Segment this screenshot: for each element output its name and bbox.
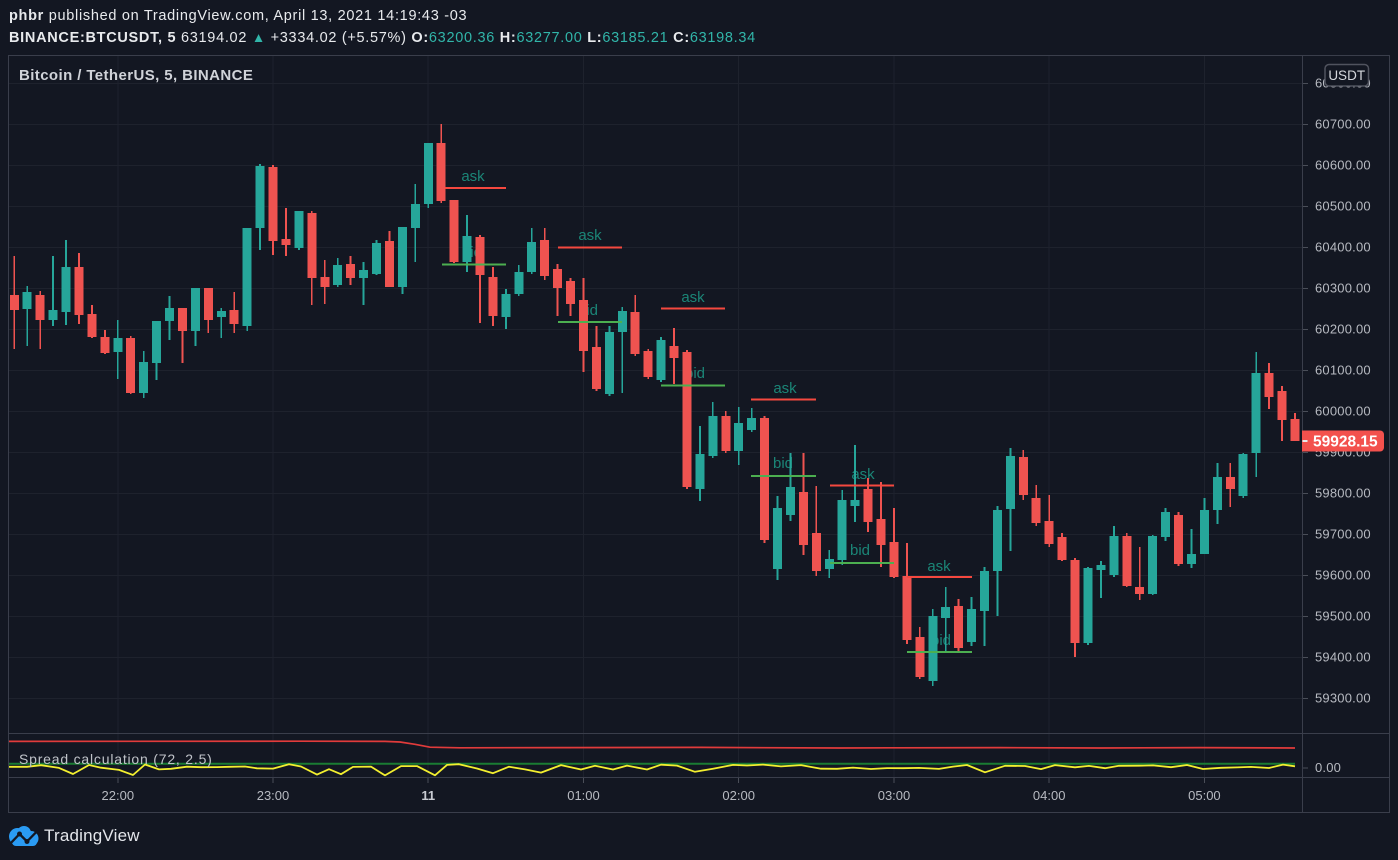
svg-text:ask: ask	[773, 380, 797, 397]
svg-text:59400.00: 59400.00	[1315, 650, 1371, 665]
svg-text:59300.00: 59300.00	[1315, 691, 1371, 706]
svg-text:11: 11	[421, 788, 435, 803]
svg-text:59700.00: 59700.00	[1315, 527, 1371, 542]
svg-text:ask: ask	[461, 168, 485, 185]
svg-text:USDT: USDT	[1328, 68, 1365, 83]
svg-text:01:00: 01:00	[567, 788, 600, 803]
svg-text:bid: bid	[850, 542, 870, 559]
svg-text:60700.00: 60700.00	[1315, 117, 1371, 132]
svg-text:60500.00: 60500.00	[1315, 199, 1371, 214]
svg-text:ask: ask	[851, 466, 875, 483]
svg-text:60600.00: 60600.00	[1315, 158, 1371, 173]
svg-text:03:00: 03:00	[878, 788, 911, 803]
svg-text:22:00: 22:00	[102, 788, 135, 803]
svg-text:04:00: 04:00	[1033, 788, 1066, 803]
svg-text:59500.00: 59500.00	[1315, 609, 1371, 624]
svg-text:bid: bid	[773, 455, 793, 472]
svg-text:60300.00: 60300.00	[1315, 281, 1371, 296]
svg-text:59800.00: 59800.00	[1315, 486, 1371, 501]
svg-text:60200.00: 60200.00	[1315, 322, 1371, 337]
svg-text:23:00: 23:00	[257, 788, 290, 803]
svg-text:ask: ask	[681, 289, 705, 306]
svg-text:59928.15: 59928.15	[1313, 434, 1378, 451]
svg-text:59600.00: 59600.00	[1315, 568, 1371, 583]
svg-text:60000.00: 60000.00	[1315, 404, 1371, 419]
svg-text:ask: ask	[927, 558, 951, 575]
svg-text:60100.00: 60100.00	[1315, 363, 1371, 378]
svg-text:60400.00: 60400.00	[1315, 240, 1371, 255]
svg-text:0.00: 0.00	[1315, 760, 1341, 775]
svg-text:02:00: 02:00	[722, 788, 755, 803]
svg-text:05:00: 05:00	[1188, 788, 1221, 803]
svg-text:ask: ask	[578, 227, 602, 244]
